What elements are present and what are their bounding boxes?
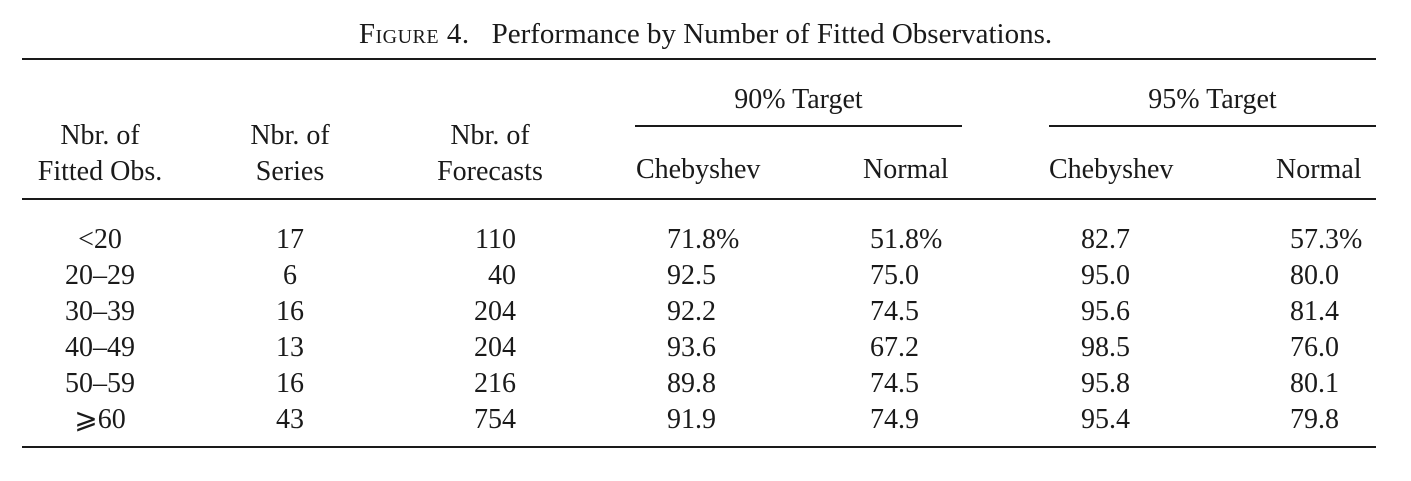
header-normal-90: Normal (863, 154, 949, 185)
table-body: <20 17 110 71.8% 51.8% 82.7 57.3% 20–29 … (0, 222, 1411, 438)
cell-normal-95: 80.0 (1290, 260, 1339, 291)
figure-title: Performance by Number of Fitted Observat… (491, 18, 1053, 50)
cell-forecasts: 204 (474, 332, 516, 363)
cell-chebyshev-90: 71.8% (667, 224, 740, 255)
header-series-line2: Series (255, 156, 325, 187)
cell-normal-95: 80.1 (1290, 368, 1339, 399)
cell-chebyshev-90: 93.6 (667, 332, 716, 363)
cell-chebyshev-90: 92.2 (667, 296, 716, 327)
cell-series: 13 (276, 332, 304, 363)
cell-chebyshev-95: 95.6 (1081, 296, 1130, 327)
table-bottom-rule (22, 446, 1376, 448)
cell-chebyshev-95: 82.7 (1081, 224, 1130, 255)
header-series-line1: Nbr. of (250, 120, 330, 151)
table-row: <20 17 110 71.8% 51.8% 82.7 57.3% (0, 222, 1411, 258)
header-series: Nbr. of Series (230, 118, 350, 190)
header-fitted-obs-line2: Fitted Obs. (37, 156, 163, 187)
figure-caption: Figure 4. Performance by Number of Fitted… (0, 14, 1411, 54)
cell-fitted-obs: ⩾60 (74, 404, 126, 435)
cell-series: 43 (276, 404, 304, 435)
header-chebyshev-95: Chebyshev (1049, 154, 1174, 185)
header-forecasts: Nbr. of Forecasts (415, 118, 565, 190)
cell-chebyshev-90: 92.5 (667, 260, 716, 291)
header-forecasts-line2: Forecasts (437, 156, 543, 187)
cell-fitted-obs: <20 (78, 224, 122, 255)
table-row: 20–29 6 40 92.5 75.0 95.0 80.0 (0, 258, 1411, 294)
cell-series: 16 (276, 368, 304, 399)
cell-chebyshev-95: 95.8 (1081, 368, 1130, 399)
cell-forecasts: 204 (474, 296, 516, 327)
cell-series: 16 (276, 296, 304, 327)
cell-chebyshev-90: 89.8 (667, 368, 716, 399)
cell-normal-95: 76.0 (1290, 332, 1339, 363)
table-row: 50–59 16 216 89.8 74.5 95.8 80.1 (0, 366, 1411, 402)
table-header-rule (22, 198, 1376, 200)
table-row: ⩾60 43 754 91.9 74.9 95.4 79.8 (0, 402, 1411, 438)
cell-fitted-obs: 50–59 (65, 368, 135, 399)
cell-chebyshev-90: 91.9 (667, 404, 716, 435)
cell-normal-90: 74.5 (870, 296, 919, 327)
cell-normal-90: 74.9 (870, 404, 919, 435)
table-top-rule (22, 58, 1376, 60)
cell-normal-95: 79.8 (1290, 404, 1339, 435)
table-row: 40–49 13 204 93.6 67.2 98.5 76.0 (0, 330, 1411, 366)
cell-forecasts: 40 (488, 260, 516, 291)
cell-normal-90: 51.8% (870, 224, 943, 255)
cell-chebyshev-95: 95.4 (1081, 404, 1130, 435)
cell-fitted-obs: 30–39 (65, 296, 135, 327)
header-forecasts-line1: Nbr. of (450, 120, 530, 151)
cell-series: 17 (276, 224, 304, 255)
header-normal-95: Normal (1276, 154, 1362, 185)
cell-forecasts: 216 (474, 368, 516, 399)
cell-normal-95: 81.4 (1290, 296, 1339, 327)
cell-forecasts: 754 (474, 404, 516, 435)
header-chebyshev-90: Chebyshev (636, 154, 761, 185)
header-fitted-obs: Nbr. of Fitted Obs. (20, 118, 180, 190)
cell-chebyshev-95: 98.5 (1081, 332, 1130, 363)
cell-forecasts: 110 (475, 224, 516, 255)
figure-label: Figure 4. (358, 18, 470, 50)
group-header-90: 90% Target (734, 84, 863, 115)
cell-normal-90: 75.0 (870, 260, 919, 291)
cell-normal-95: 57.3% (1290, 224, 1363, 255)
cell-fitted-obs: 20–29 (65, 260, 135, 291)
cell-fitted-obs: 40–49 (65, 332, 135, 363)
group-header-95: 95% Target (1148, 84, 1277, 115)
header-fitted-obs-line1: Nbr. of (60, 120, 140, 151)
group-rule-90 (635, 125, 962, 127)
cell-series: 6 (283, 260, 297, 291)
cell-chebyshev-95: 95.0 (1081, 260, 1130, 291)
cell-normal-90: 74.5 (870, 368, 919, 399)
table-row: 30–39 16 204 92.2 74.5 95.6 81.4 (0, 294, 1411, 330)
cell-normal-90: 67.2 (870, 332, 919, 363)
group-rule-95 (1049, 125, 1376, 127)
